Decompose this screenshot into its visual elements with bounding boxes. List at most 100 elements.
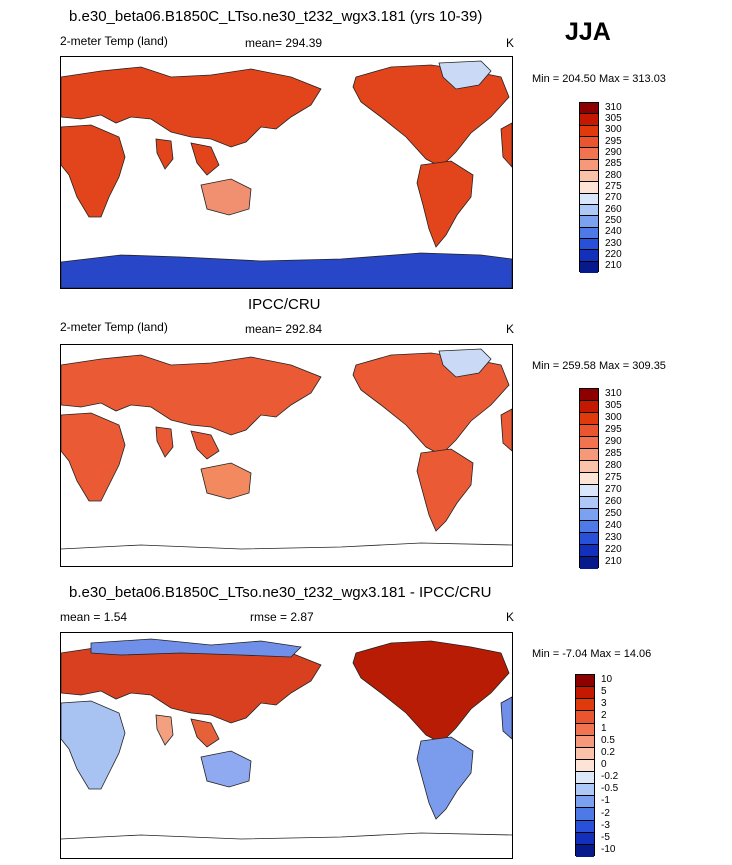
colorbar-tick-label: 305 — [605, 113, 622, 124]
colorbar-swatch — [576, 699, 594, 712]
colorbar-tick-label: 230 — [605, 237, 622, 249]
colorbar-tick-label: 280 — [605, 460, 622, 471]
south-america-landmass — [416, 448, 474, 532]
colorbar-swatch — [580, 114, 598, 126]
world-map — [60, 348, 513, 550]
colorbar-tick-label: 260 — [605, 203, 622, 215]
australia-landmass — [200, 462, 252, 500]
world-map — [60, 60, 513, 289]
eurasia-landmass — [60, 354, 322, 436]
colorbar-swatch — [580, 437, 598, 449]
colorbar-tick-label: 10 — [601, 674, 613, 686]
season-label: JJA — [565, 18, 611, 46]
rmse-label: rmse = 2.87 — [250, 610, 314, 624]
colorbar-swatch — [580, 401, 598, 413]
colorbar-tick-label: 290 — [605, 436, 622, 447]
antarctica-coastline — [60, 542, 513, 550]
minmax-label: Min = 259.58 Max = 309.35 — [532, 360, 666, 372]
colorbar-tick-label: 210 — [605, 260, 622, 272]
north-america-landmass — [352, 640, 510, 744]
colorbar-tick-label: 230 — [605, 532, 622, 543]
colorbar-swatch — [580, 148, 598, 160]
australia-landmass — [200, 750, 252, 788]
siberia-coast-region — [90, 638, 302, 658]
southeast-asia-landmass — [190, 430, 220, 460]
southeast-asia-landmass — [190, 142, 220, 176]
minmax-label: Min = -7.04 Max = 14.06 — [532, 648, 652, 660]
colorbar-tick-label: 3 — [601, 698, 607, 710]
greenland-landmass — [438, 348, 492, 378]
colorbar-swatch — [580, 204, 598, 217]
colorbar-tick-label: 0.5 — [601, 734, 615, 746]
colorbar-swatch — [576, 675, 594, 688]
colorbar-tick-label: 295 — [605, 424, 622, 435]
greenland-landmass — [438, 60, 492, 90]
edge-landmass — [500, 122, 513, 169]
colorbar-tick-label: 210 — [605, 556, 622, 567]
colorbar-swatch — [576, 844, 594, 857]
edge-landmass — [500, 696, 513, 740]
colorbar-tick-label: 220 — [605, 249, 622, 260]
colorbar-swatch — [576, 723, 594, 736]
antarctica-coastline — [60, 832, 513, 840]
colorbar-tick-label: 270 — [605, 192, 622, 204]
india-landmass — [155, 426, 174, 458]
colorbar-swatch — [580, 449, 598, 461]
colorbar-swatch — [580, 238, 598, 251]
colorbar-swatch — [576, 796, 594, 809]
colorbar-swatch — [580, 389, 598, 401]
edge-landmass — [500, 408, 513, 452]
colorbar-swatch — [576, 832, 594, 845]
colorbar-tick-label: 305 — [605, 400, 622, 411]
colorbar-swatch — [580, 170, 598, 183]
units-label: K — [506, 610, 515, 624]
colorbar-swatch — [580, 103, 598, 115]
eurasia-landmass — [60, 66, 322, 148]
africa-landmass — [60, 412, 126, 502]
colorbar-tick-label: -10 — [601, 843, 616, 855]
colorbar-swatch — [580, 509, 598, 521]
colorbar-tick-label: 250 — [605, 508, 622, 519]
colorbar-tick-label: 295 — [605, 135, 622, 147]
mean-label: mean= 292.84 — [245, 322, 323, 336]
colorbar-swatch — [580, 545, 598, 557]
colorbar-tick-label: -3 — [601, 819, 610, 831]
colorbar-tick-label: 280 — [605, 169, 622, 181]
colorbar-swatch — [576, 772, 594, 785]
colorbar-swatch — [576, 759, 594, 772]
colorbar-swatch — [580, 485, 598, 497]
colorbar-swatch — [580, 557, 598, 569]
units-label: K — [506, 322, 515, 336]
colorbar-swatch — [580, 216, 598, 228]
colorbar-swatch — [576, 735, 594, 748]
colorbar-tick-label: 0.2 — [601, 746, 615, 758]
north-america-landmass — [352, 352, 510, 456]
colorbar-tick-label: 260 — [605, 496, 622, 507]
southeast-asia-landmass — [190, 718, 220, 748]
africa-landmass — [60, 124, 126, 218]
colorbar-swatch — [580, 461, 598, 473]
mean-label: mean = 1.54 — [60, 610, 128, 624]
colorbar-swatch — [580, 182, 598, 194]
colorbar-tick-label: 300 — [605, 124, 622, 136]
colorbar-swatch — [580, 125, 598, 137]
colorbar-tick-label: 275 — [605, 472, 622, 483]
south-america-landmass — [416, 736, 474, 820]
colorbar-tick-label: 300 — [605, 412, 622, 423]
colorbar-tick-label: 285 — [605, 158, 622, 170]
colorbar-swatch — [576, 784, 594, 797]
colorbar-tick-label: 0 — [601, 759, 607, 770]
colorbar-tick-label: 2 — [601, 710, 607, 722]
colorbar-tick-label: -1 — [601, 795, 610, 807]
colorbar-swatch — [576, 711, 594, 724]
colorbar-tick-label: -0.5 — [601, 783, 619, 795]
colorbar-swatch — [580, 497, 598, 509]
colorbar-tick-label: 270 — [605, 484, 622, 495]
panel-title: b.e30_beta06.B1850C_LTso.ne30_t232_wgx3.… — [69, 584, 492, 601]
panel-title: b.e30_beta06.B1850C_LTso.ne30_t232_wgx3.… — [69, 8, 483, 25]
colorbar-swatch — [580, 533, 598, 545]
south-america-landmass — [416, 160, 474, 248]
colorbar-swatch — [580, 261, 598, 273]
colorbar-swatch — [580, 425, 598, 437]
colorbar-swatch — [580, 473, 598, 485]
